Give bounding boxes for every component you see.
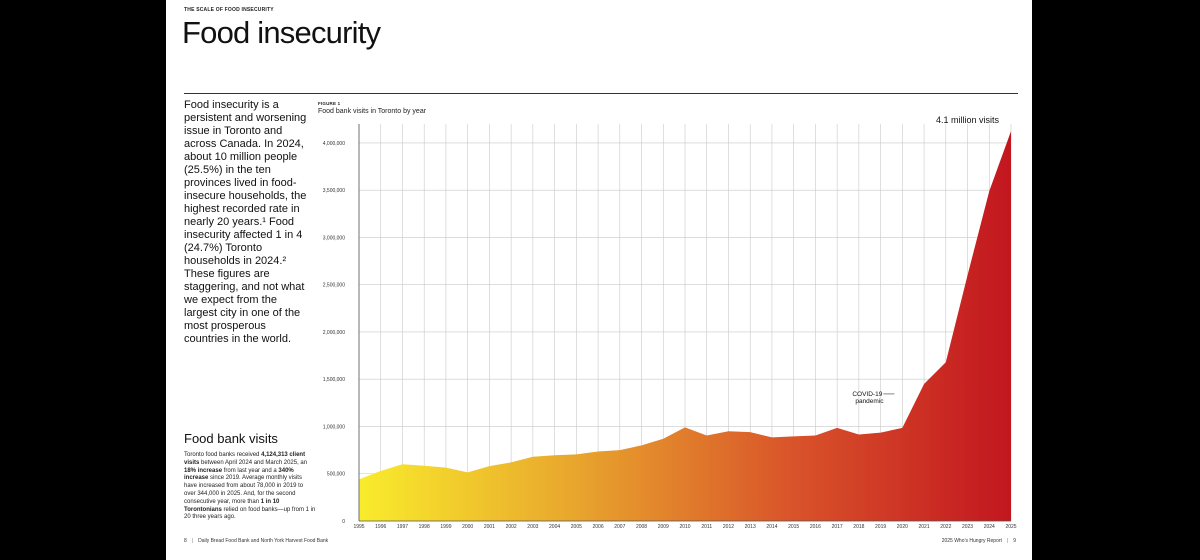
footer-left: 8 | Daily Bread Food Bank and North York H… (184, 538, 329, 544)
y-tick-label: 2,500,000 (323, 283, 345, 289)
x-tick-label: 2002 (506, 524, 517, 530)
visits-paragraph: Toronto food banks received 4,124,313 cl… (184, 452, 316, 522)
x-tick-label: 2020 (897, 524, 908, 530)
x-tick-label: 2005 (571, 524, 582, 530)
x-tick-label: 2001 (484, 524, 495, 530)
footer-right: 2025 Who’s Hungry Report | 9 (941, 538, 1016, 544)
footer-org-text: Daily Bread Food Bank and North York Har… (198, 538, 329, 544)
report-page: THE SCALE OF FOOD INSECURITY Food insecu… (166, 0, 1032, 560)
annotation-covid: COVID-19 (852, 391, 882, 398)
x-tick-label: 1997 (397, 524, 408, 530)
x-tick-label: 2019 (875, 524, 886, 530)
x-tick-label: 2013 (745, 524, 756, 530)
y-tick-label: 0 (342, 519, 345, 525)
x-tick-label: 2012 (723, 524, 734, 530)
header-rule (184, 93, 1018, 94)
y-tick-label: 500,000 (327, 472, 345, 478)
food-bank-visits-chart: 0 500,000 1,000,000 1,500,000 2,000,000 2,500… (323, 115, 1017, 530)
figure-title: Food bank visits in Toronto by year (318, 108, 427, 115)
visits-heading: Food bank visits (184, 431, 278, 446)
y-tick-label: 1,000,000 (323, 424, 345, 430)
x-tick-label: 2006 (593, 524, 604, 530)
page-number-left: 8 (184, 538, 187, 544)
x-tick-label: 1999 (440, 524, 451, 530)
x-tick-label: 2023 (962, 524, 973, 530)
annotation-pandemic: pandemic (855, 398, 884, 405)
page-title: Food insecurity (182, 15, 381, 50)
y-tick-label: 2,000,000 (323, 330, 345, 336)
x-tick-label: 2021 (919, 524, 930, 530)
y-tick-label: 3,000,000 (323, 235, 345, 241)
section-eyebrow: THE SCALE OF FOOD INSECURITY (184, 7, 274, 13)
visits-text-2: between April 2024 and March 2025, an (199, 459, 308, 466)
x-tick-label: 1998 (419, 524, 430, 530)
x-tick-label: 2014 (766, 524, 777, 530)
x-tick-label: 2017 (832, 524, 843, 530)
y-tick-label: 3,500,000 (323, 188, 345, 194)
footer-report-text: 2025 Who’s Hungry Report (941, 538, 1002, 544)
x-tick-label: 2011 (701, 524, 712, 530)
visits-area-series (359, 131, 1011, 521)
x-tick-label: 2022 (940, 524, 951, 530)
y-tick-label: 4,000,000 (323, 141, 345, 147)
x-tick-label: 1995 (353, 524, 364, 530)
x-tick-label: 2007 (614, 524, 625, 530)
x-tick-label: 2009 (658, 524, 669, 530)
x-tick-label: 2015 (788, 524, 799, 530)
y-tick-label: 1,500,000 (323, 377, 345, 383)
visits-bold-1: 4,124,313 client visits (184, 452, 306, 466)
visits-bold-2: 18% increase (184, 467, 223, 474)
visits-text-1: Toronto food banks received (184, 452, 262, 458)
x-tick-label: 2008 (636, 524, 647, 530)
x-tick-label: 2004 (549, 524, 560, 530)
x-tick-label: 2010 (679, 524, 690, 530)
intro-paragraph: Food insecurity is a persistent and wors… (184, 99, 307, 345)
x-tick-label: 2018 (853, 524, 864, 530)
x-tick-label: 2024 (984, 524, 995, 530)
x-tick-label: 2025 (1005, 524, 1016, 530)
annotation-4-1-million: 4.1 million visits (936, 115, 1000, 125)
visits-text-5: relied on food banks—up from 1 in 20 thr… (184, 506, 316, 521)
page-number-right: 9 (1013, 538, 1016, 544)
visits-bold-4: 1 in 10 Torontonians (184, 498, 280, 513)
x-tick-label: 2016 (810, 524, 821, 530)
visits-text-4: since 2019. Average monthly visits have … (184, 475, 304, 505)
x-tick-label: 2000 (462, 524, 473, 530)
x-tick-label: 1996 (375, 524, 386, 530)
visits-bold-3: 340% increase (184, 467, 294, 482)
visits-text-3: from last year and a (222, 467, 279, 474)
figure-label: FIGURE 1 (318, 101, 341, 106)
x-tick-label: 2003 (527, 524, 538, 530)
